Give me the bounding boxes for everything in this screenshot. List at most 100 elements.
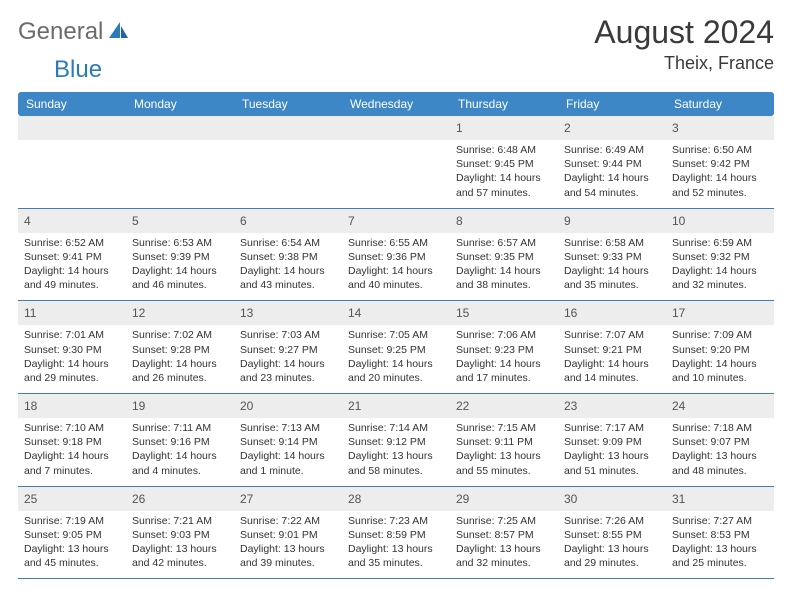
day-body: Sunrise: 7:03 AMSunset: 9:27 PMDaylight:… [234,325,342,393]
sunset-line: Sunset: 9:11 PM [456,435,552,449]
daylight-line: Daylight: 14 hours [672,357,768,371]
sunset-line: Sunset: 9:16 PM [132,435,228,449]
daylight-line: and 43 minutes. [240,278,336,292]
day-cell: 11Sunrise: 7:01 AMSunset: 9:30 PMDayligh… [18,301,126,393]
day-body: Sunrise: 7:19 AMSunset: 9:05 PMDaylight:… [18,511,126,579]
sunset-line: Sunset: 9:01 PM [240,528,336,542]
day-cell: 16Sunrise: 7:07 AMSunset: 9:21 PMDayligh… [558,301,666,393]
daylight-line: and 54 minutes. [564,186,660,200]
daynum-band: 23 [558,394,666,418]
weeks-container: ....1Sunrise: 6:48 AMSunset: 9:45 PMDayl… [18,116,774,579]
day-cell: 23 Sunrise: 7:17 AMSunset: 9:09 PMDayligh… [558,394,666,486]
daylight-line: and 48 minutes. [672,464,768,478]
day-cell: 4Sunrise: 6:52 AMSunset: 9:41 PMDaylight… [18,209,126,301]
sunrise-line: Sunrise: 6:55 AM [348,236,444,250]
sunset-line: Sunset: 8:59 PM [348,528,444,542]
sunset-line: Sunset: 9:28 PM [132,343,228,357]
daylight-line: and 35 minutes. [564,278,660,292]
sunset-line: Sunset: 8:53 PM [672,528,768,542]
daylight-line: and 45 minutes. [24,556,120,570]
daylight-line: and 57 minutes. [456,186,552,200]
daylight-line: Daylight: 14 hours [348,357,444,371]
day-body: Sunrise: 7:02 AMSunset: 9:28 PMDaylight:… [126,325,234,393]
daylight-line: Daylight: 14 hours [564,171,660,185]
sunset-line: Sunset: 9:12 PM [348,435,444,449]
day-body: Sunrise: 6:50 AMSunset: 9:42 PMDaylight:… [666,140,774,208]
page-subtitle: Theix, France [594,53,774,74]
day-cell: 18Sunrise: 7:10 AMSunset: 9:18 PMDayligh… [18,394,126,486]
day-body: Sunrise: 7:17 AMSunset: 9:09 PMDaylight:… [558,418,666,486]
calendar: Sunday Monday Tuesday Wednesday Thursday… [18,92,774,579]
sunrise-line: Sunrise: 7:21 AM [132,514,228,528]
daynum-band: 14 [342,301,450,325]
sunset-line: Sunset: 9:32 PM [672,250,768,264]
sunrise-line: Sunrise: 7:23 AM [348,514,444,528]
sunset-line: Sunset: 9:39 PM [132,250,228,264]
sunrise-line: Sunrise: 7:06 AM [456,328,552,342]
day-number: 23 [564,399,577,413]
daylight-line: and 32 minutes. [456,556,552,570]
sunset-line: Sunset: 9:35 PM [456,250,552,264]
day-number: 11 [24,306,36,320]
sunset-line: Sunset: 9:45 PM [456,157,552,171]
daylight-line: Daylight: 14 hours [672,171,768,185]
daynum-band: 25 [18,487,126,511]
sunset-line: Sunset: 9:09 PM [564,435,660,449]
day-cell: 28 Sunrise: 7:23 AMSunset: 8:59 PMDayligh… [342,487,450,579]
day-cell: 27Sunrise: 7:22 AMSunset: 9:01 PMDayligh… [234,487,342,579]
daylight-line: Daylight: 14 hours [132,449,228,463]
sunrise-line: Sunrise: 7:11 AM [132,421,228,435]
day-number: 5 [132,214,139,228]
daynum-band: 13 [234,301,342,325]
sunset-line: Sunset: 9:42 PM [672,157,768,171]
daynum-band: . [126,116,234,140]
daylight-line: and 25 minutes. [672,556,768,570]
sunrise-line: Sunrise: 7:27 AM [672,514,768,528]
day-body [18,140,126,204]
day-number: 1 [456,121,463,135]
sunrise-line: Sunrise: 7:03 AM [240,328,336,342]
daylight-line: Daylight: 14 hours [132,357,228,371]
page-title: August 2024 [594,14,774,51]
day-cell: 15Sunrise: 7:06 AMSunset: 9:23 PMDayligh… [450,301,558,393]
sunset-line: Sunset: 8:55 PM [564,528,660,542]
day-body: Sunrise: 6:58 AMSunset: 9:33 PMDaylight:… [558,233,666,301]
daynum-band: 17 [666,301,774,325]
day-cell: 19 Sunrise: 7:11 AMSunset: 9:16 PMDayligh… [126,394,234,486]
daylight-line: Daylight: 14 hours [456,357,552,371]
daynum-band: 26 [126,487,234,511]
daylight-line: and 1 minute. [240,464,336,478]
daylight-line: Daylight: 13 hours [672,542,768,556]
sunset-line: Sunset: 9:27 PM [240,343,336,357]
daylight-line: Daylight: 14 hours [240,357,336,371]
day-cell: 29Sunrise: 7:25 AMSunset: 8:57 PMDayligh… [450,487,558,579]
day-number: 10 [672,214,685,228]
day-cell: 9Sunrise: 6:58 AMSunset: 9:33 PMDaylight… [558,209,666,301]
daylight-line: Daylight: 13 hours [24,542,120,556]
sunrise-line: Sunrise: 7:13 AM [240,421,336,435]
day-cell: 31 Sunrise: 7:27 AMSunset: 8:53 PMDayligh… [666,487,774,579]
daylight-line: Daylight: 13 hours [348,449,444,463]
daylight-line: and 4 minutes. [132,464,228,478]
daynum-band: 6 [234,209,342,233]
day-body: Sunrise: 7:11 AMSunset: 9:16 PMDaylight:… [126,418,234,486]
daylight-line: and 29 minutes. [24,371,120,385]
day-number: 19 [132,399,145,413]
sunset-line: Sunset: 9:07 PM [672,435,768,449]
day-body: Sunrise: 7:23 AMSunset: 8:59 PMDaylight:… [342,511,450,579]
day-body: Sunrise: 6:55 AMSunset: 9:36 PMDaylight:… [342,233,450,301]
week-row: ....1Sunrise: 6:48 AMSunset: 9:45 PMDayl… [18,116,774,209]
daynum-band: 15 [450,301,558,325]
week-row: 25Sunrise: 7:19 AMSunset: 9:05 PMDayligh… [18,487,774,580]
day-cell: 7Sunrise: 6:55 AMSunset: 9:36 PMDaylight… [342,209,450,301]
day-number: 31 [672,492,685,506]
day-body: Sunrise: 7:22 AMSunset: 9:01 PMDaylight:… [234,511,342,579]
sunset-line: Sunset: 9:33 PM [564,250,660,264]
day-number: 28 [348,492,361,506]
day-cell: 30Sunrise: 7:26 AMSunset: 8:55 PMDayligh… [558,487,666,579]
day-number: 18 [24,399,37,413]
daynum-band: 31 [666,487,774,511]
daylight-line: Daylight: 13 hours [672,449,768,463]
daylight-line: and 7 minutes. [24,464,120,478]
daynum-band: 11 [18,301,126,325]
